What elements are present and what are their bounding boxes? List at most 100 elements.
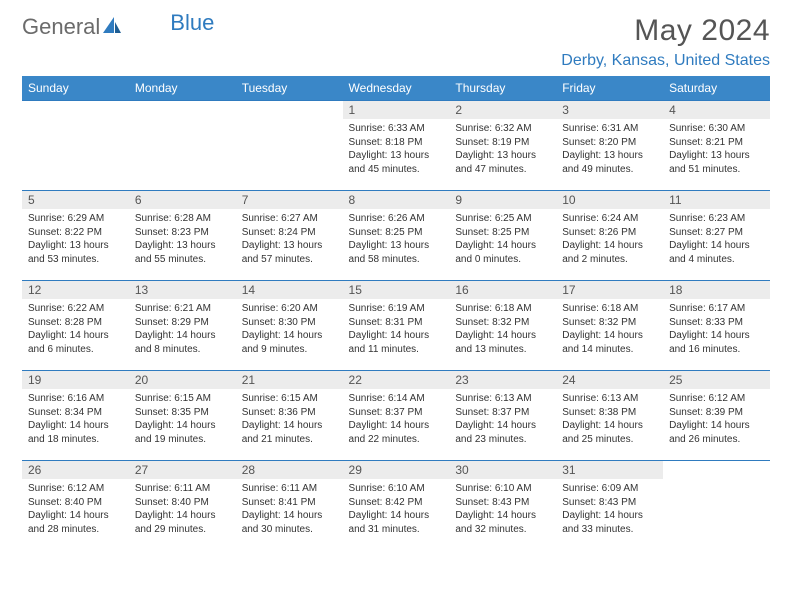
sunset-text: Sunset: 8:24 PM: [242, 226, 337, 240]
day-details: Sunrise: 6:26 AMSunset: 8:25 PMDaylight:…: [343, 209, 450, 272]
day-details: Sunrise: 6:12 AMSunset: 8:40 PMDaylight:…: [22, 479, 129, 542]
calendar-day-cell: 26Sunrise: 6:12 AMSunset: 8:40 PMDayligh…: [22, 461, 129, 551]
calendar-day-cell: 30Sunrise: 6:10 AMSunset: 8:43 PMDayligh…: [449, 461, 556, 551]
calendar-day-cell: 3Sunrise: 6:31 AMSunset: 8:20 PMDaylight…: [556, 101, 663, 191]
day-number: 16: [449, 281, 556, 299]
sunset-text: Sunset: 8:38 PM: [562, 406, 657, 420]
daylight-text: Daylight: 14 hours and 30 minutes.: [242, 509, 337, 536]
day-number: 21: [236, 371, 343, 389]
page-header: General Blue May 2024 Derby, Kansas, Uni…: [22, 14, 770, 70]
sunset-text: Sunset: 8:43 PM: [562, 496, 657, 510]
brand-part2: Blue: [170, 10, 214, 36]
calendar-day-cell: 7Sunrise: 6:27 AMSunset: 8:24 PMDaylight…: [236, 191, 343, 281]
day-number: 5: [22, 191, 129, 209]
sunset-text: Sunset: 8:36 PM: [242, 406, 337, 420]
month-title: May 2024: [561, 14, 770, 48]
calendar-day-cell: 18Sunrise: 6:17 AMSunset: 8:33 PMDayligh…: [663, 281, 770, 371]
daylight-text: Daylight: 13 hours and 45 minutes.: [349, 149, 444, 176]
daylight-text: Daylight: 13 hours and 57 minutes.: [242, 239, 337, 266]
weekday-header: Wednesday: [343, 76, 450, 101]
sunset-text: Sunset: 8:32 PM: [562, 316, 657, 330]
sunrise-text: Sunrise: 6:12 AM: [669, 392, 764, 406]
daylight-text: Daylight: 14 hours and 26 minutes.: [669, 419, 764, 446]
day-details: Sunrise: 6:19 AMSunset: 8:31 PMDaylight:…: [343, 299, 450, 362]
daylight-text: Daylight: 14 hours and 28 minutes.: [28, 509, 123, 536]
sunrise-text: Sunrise: 6:32 AM: [455, 122, 550, 136]
calendar-day-cell: 17Sunrise: 6:18 AMSunset: 8:32 PMDayligh…: [556, 281, 663, 371]
day-details: Sunrise: 6:24 AMSunset: 8:26 PMDaylight:…: [556, 209, 663, 272]
sunset-text: Sunset: 8:19 PM: [455, 136, 550, 150]
weekday-header: Thursday: [449, 76, 556, 101]
calendar-day-cell: 20Sunrise: 6:15 AMSunset: 8:35 PMDayligh…: [129, 371, 236, 461]
day-details: Sunrise: 6:32 AMSunset: 8:19 PMDaylight:…: [449, 119, 556, 182]
day-number: 18: [663, 281, 770, 299]
sunset-text: Sunset: 8:25 PM: [349, 226, 444, 240]
calendar-day-cell: 6Sunrise: 6:28 AMSunset: 8:23 PMDaylight…: [129, 191, 236, 281]
daylight-text: Daylight: 14 hours and 11 minutes.: [349, 329, 444, 356]
calendar-day-cell: 24Sunrise: 6:13 AMSunset: 8:38 PMDayligh…: [556, 371, 663, 461]
day-number: 20: [129, 371, 236, 389]
day-number: 7: [236, 191, 343, 209]
day-number: 8: [343, 191, 450, 209]
sunrise-text: Sunrise: 6:10 AM: [349, 482, 444, 496]
sunrise-text: Sunrise: 6:29 AM: [28, 212, 123, 226]
calendar-day-cell: [236, 101, 343, 191]
weekday-row: Sunday Monday Tuesday Wednesday Thursday…: [22, 76, 770, 101]
day-details: Sunrise: 6:13 AMSunset: 8:37 PMDaylight:…: [449, 389, 556, 452]
title-block: May 2024 Derby, Kansas, United States: [561, 14, 770, 70]
sunset-text: Sunset: 8:18 PM: [349, 136, 444, 150]
day-details: Sunrise: 6:16 AMSunset: 8:34 PMDaylight:…: [22, 389, 129, 452]
sunset-text: Sunset: 8:23 PM: [135, 226, 230, 240]
calendar-day-cell: 9Sunrise: 6:25 AMSunset: 8:25 PMDaylight…: [449, 191, 556, 281]
sunrise-text: Sunrise: 6:20 AM: [242, 302, 337, 316]
weekday-header: Monday: [129, 76, 236, 101]
sunrise-text: Sunrise: 6:13 AM: [562, 392, 657, 406]
sunrise-text: Sunrise: 6:13 AM: [455, 392, 550, 406]
calendar-day-cell: 28Sunrise: 6:11 AMSunset: 8:41 PMDayligh…: [236, 461, 343, 551]
sunrise-text: Sunrise: 6:23 AM: [669, 212, 764, 226]
sunset-text: Sunset: 8:25 PM: [455, 226, 550, 240]
sunrise-text: Sunrise: 6:18 AM: [562, 302, 657, 316]
sunrise-text: Sunrise: 6:22 AM: [28, 302, 123, 316]
calendar-day-cell: 5Sunrise: 6:29 AMSunset: 8:22 PMDaylight…: [22, 191, 129, 281]
day-number: 29: [343, 461, 450, 479]
day-number: 13: [129, 281, 236, 299]
sunrise-text: Sunrise: 6:16 AM: [28, 392, 123, 406]
weekday-header: Tuesday: [236, 76, 343, 101]
day-number: 2: [449, 101, 556, 119]
sunrise-text: Sunrise: 6:12 AM: [28, 482, 123, 496]
sunrise-text: Sunrise: 6:24 AM: [562, 212, 657, 226]
calendar-day-cell: 25Sunrise: 6:12 AMSunset: 8:39 PMDayligh…: [663, 371, 770, 461]
day-details: Sunrise: 6:25 AMSunset: 8:25 PMDaylight:…: [449, 209, 556, 272]
sunrise-text: Sunrise: 6:33 AM: [349, 122, 444, 136]
daylight-text: Daylight: 13 hours and 53 minutes.: [28, 239, 123, 266]
sunrise-text: Sunrise: 6:11 AM: [135, 482, 230, 496]
daylight-text: Daylight: 14 hours and 18 minutes.: [28, 419, 123, 446]
sunrise-text: Sunrise: 6:31 AM: [562, 122, 657, 136]
calendar-day-cell: 10Sunrise: 6:24 AMSunset: 8:26 PMDayligh…: [556, 191, 663, 281]
calendar-body: 1Sunrise: 6:33 AMSunset: 8:18 PMDaylight…: [22, 101, 770, 551]
calendar-day-cell: 23Sunrise: 6:13 AMSunset: 8:37 PMDayligh…: [449, 371, 556, 461]
day-details: Sunrise: 6:15 AMSunset: 8:36 PMDaylight:…: [236, 389, 343, 452]
day-details: Sunrise: 6:30 AMSunset: 8:21 PMDaylight:…: [663, 119, 770, 182]
calendar-day-cell: 2Sunrise: 6:32 AMSunset: 8:19 PMDaylight…: [449, 101, 556, 191]
day-number: 10: [556, 191, 663, 209]
sunrise-text: Sunrise: 6:11 AM: [242, 482, 337, 496]
sunrise-text: Sunrise: 6:14 AM: [349, 392, 444, 406]
daylight-text: Daylight: 14 hours and 19 minutes.: [135, 419, 230, 446]
calendar-day-cell: [129, 101, 236, 191]
daylight-text: Daylight: 14 hours and 31 minutes.: [349, 509, 444, 536]
daylight-text: Daylight: 13 hours and 49 minutes.: [562, 149, 657, 176]
sunset-text: Sunset: 8:31 PM: [349, 316, 444, 330]
brand-logo: General Blue: [22, 14, 214, 40]
weekday-header: Sunday: [22, 76, 129, 101]
calendar-day-cell: 8Sunrise: 6:26 AMSunset: 8:25 PMDaylight…: [343, 191, 450, 281]
sunrise-text: Sunrise: 6:30 AM: [669, 122, 764, 136]
calendar-day-cell: [22, 101, 129, 191]
brand-part1: General: [22, 14, 100, 40]
day-details: Sunrise: 6:12 AMSunset: 8:39 PMDaylight:…: [663, 389, 770, 452]
sunset-text: Sunset: 8:42 PM: [349, 496, 444, 510]
day-details: Sunrise: 6:13 AMSunset: 8:38 PMDaylight:…: [556, 389, 663, 452]
calendar-day-cell: 22Sunrise: 6:14 AMSunset: 8:37 PMDayligh…: [343, 371, 450, 461]
day-details: Sunrise: 6:18 AMSunset: 8:32 PMDaylight:…: [449, 299, 556, 362]
